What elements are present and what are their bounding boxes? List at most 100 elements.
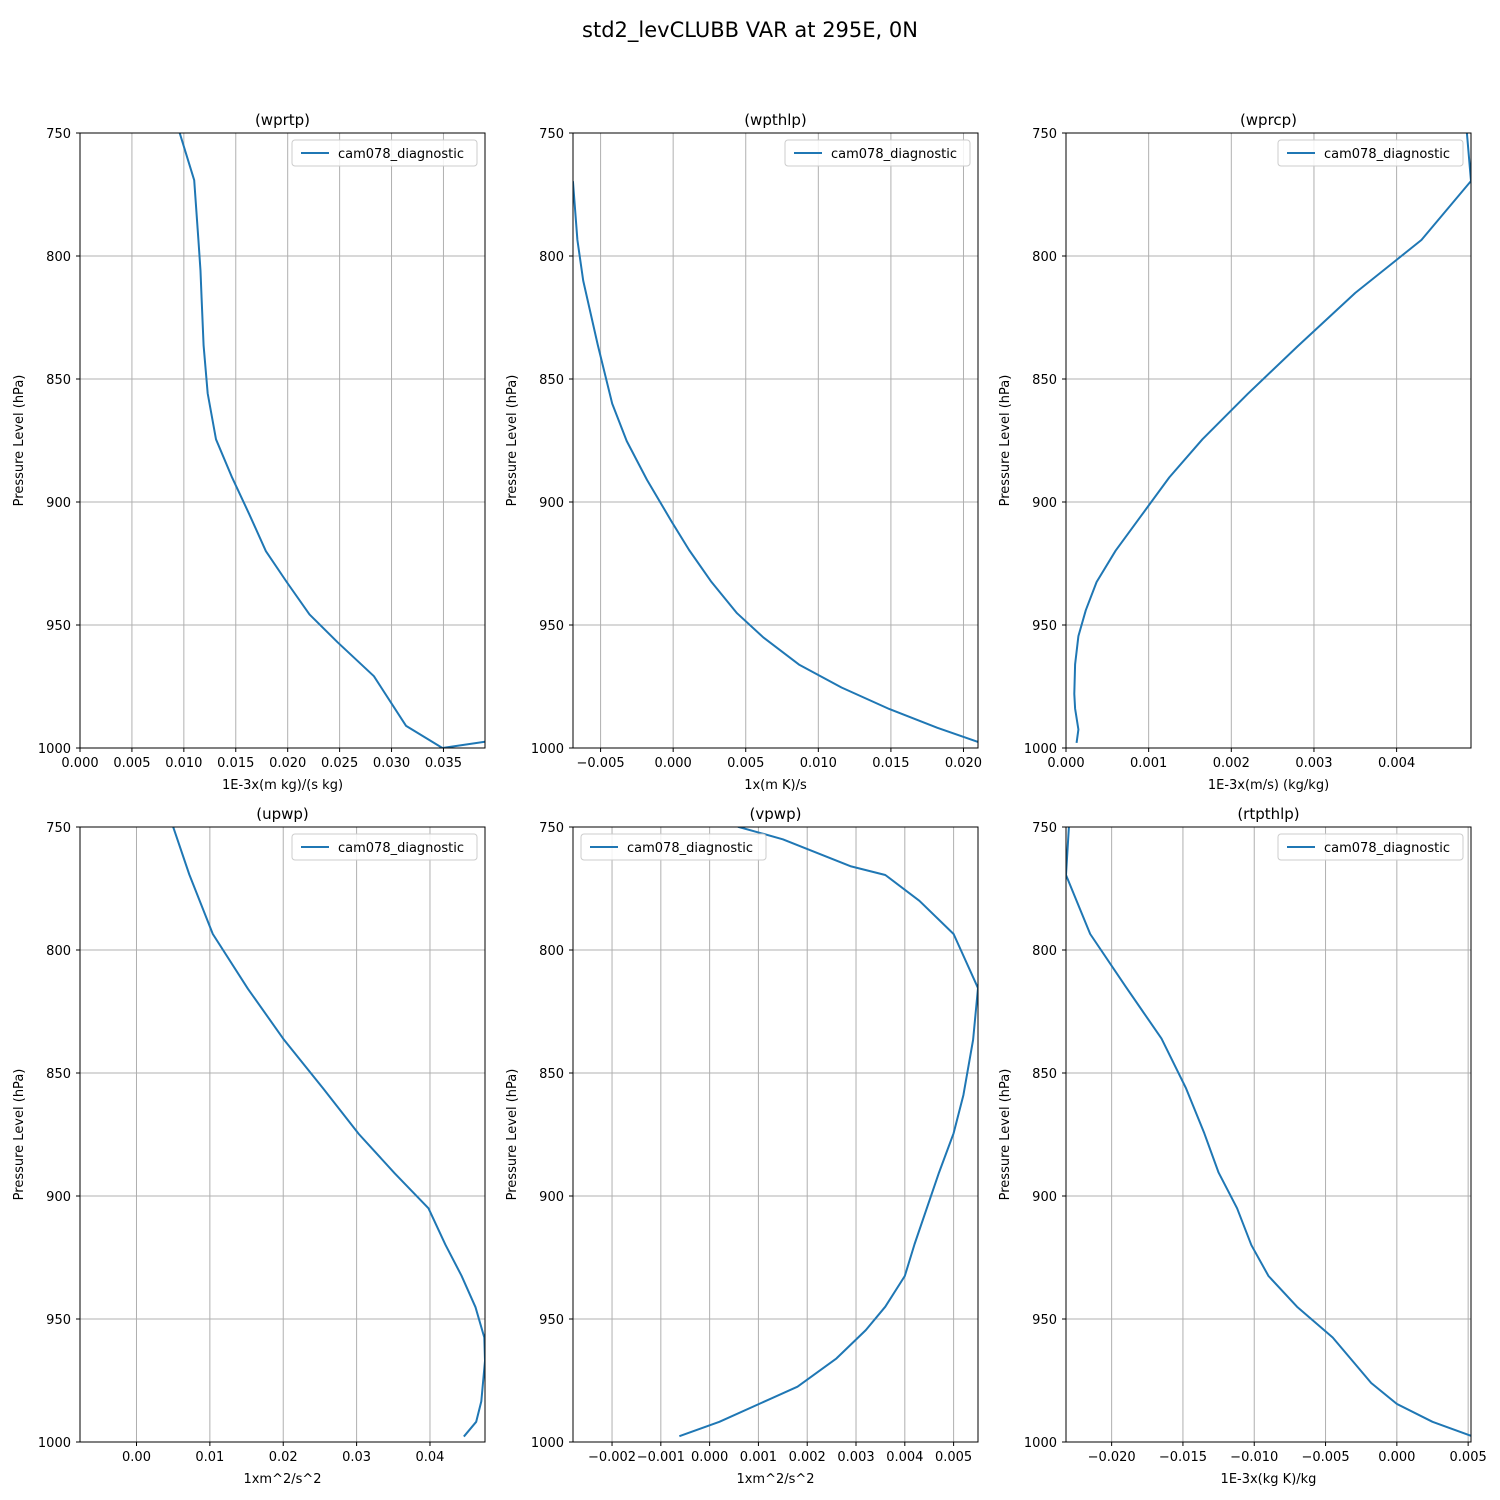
panel-wprtp: 0.000 0.005 0.010 0.015 0.020 0.025 0.030 0.035… bbox=[12, 111, 486, 793]
x-tick-label: 0.000 bbox=[1047, 756, 1084, 771]
x-tick-label: 0.001 bbox=[740, 1450, 777, 1465]
plot-frame bbox=[1065, 826, 1472, 1443]
x-axis-label: 1xm^2/s^2 bbox=[243, 1472, 321, 1487]
y-tick-label: 1000 bbox=[531, 1436, 564, 1451]
y-tick-label: 950 bbox=[1032, 619, 1057, 634]
x-tick-label: 0.02 bbox=[269, 1450, 298, 1465]
legend: cam078_diagnostic bbox=[1277, 833, 1464, 861]
y-tick-label: 900 bbox=[1032, 496, 1057, 511]
x-axis-label: 1E-3x(m kg)/(s kg) bbox=[222, 778, 343, 793]
x-tick-label: 0.00 bbox=[122, 1450, 151, 1465]
legend: cam078_diagnostic bbox=[291, 833, 478, 861]
y-tick-label: 900 bbox=[539, 1190, 564, 1205]
plot-frame bbox=[572, 826, 979, 1443]
y-tick-label: 1000 bbox=[1024, 1436, 1057, 1451]
legend-box bbox=[291, 833, 478, 861]
panel-title: (wprtp) bbox=[255, 111, 310, 129]
y-tick-label: 800 bbox=[46, 944, 71, 959]
x-tick-label: 0.003 bbox=[837, 1450, 874, 1465]
x-tick-label: −0.010 bbox=[1230, 1450, 1278, 1465]
plot-frame bbox=[79, 132, 486, 749]
x-tick-label: 0.010 bbox=[165, 756, 202, 771]
panel-title: (vpwp) bbox=[750, 805, 802, 823]
y-tick-label: 1000 bbox=[1024, 742, 1057, 757]
panel-title: (rtpthlp) bbox=[1237, 805, 1299, 823]
legend-label: cam078_diagnostic bbox=[1324, 147, 1450, 162]
panel-wprcp: 0.000 0.001 0.002 0.003 0.004 750 800 850 900 950… bbox=[998, 111, 1472, 793]
y-tick-label: 750 bbox=[539, 821, 564, 836]
x-tick-label: 0.030 bbox=[373, 756, 410, 771]
legend: cam078_diagnostic bbox=[1277, 139, 1464, 167]
legend: cam078_diagnostic bbox=[580, 833, 767, 861]
y-tick-label: 950 bbox=[539, 619, 564, 634]
legend-box bbox=[580, 833, 767, 861]
x-tick-label: −0.005 bbox=[577, 756, 625, 771]
x-tick-label: 0.002 bbox=[789, 1450, 826, 1465]
x-tick-label: 0.004 bbox=[886, 1450, 923, 1465]
y-tick-label: 750 bbox=[539, 127, 564, 142]
plot-frame bbox=[572, 132, 979, 749]
x-tick-label: 0.000 bbox=[61, 756, 98, 771]
y-tick-label: 850 bbox=[46, 1067, 71, 1082]
y-tick-label: 800 bbox=[46, 250, 71, 265]
x-tick-label: 0.01 bbox=[195, 1450, 224, 1465]
y-tick-label: 750 bbox=[46, 821, 71, 836]
y-tick-label: 950 bbox=[1032, 1313, 1057, 1328]
panel-title: (upwp) bbox=[256, 805, 309, 823]
series-line bbox=[178, 133, 485, 748]
x-tick-label: 0.04 bbox=[415, 1450, 444, 1465]
x-tick-label: 0.005 bbox=[1450, 1450, 1487, 1465]
y-tick-label: 1000 bbox=[38, 742, 71, 757]
x-axis-label: 1xm^2/s^2 bbox=[736, 1472, 814, 1487]
panel-title: (wprcp) bbox=[1240, 111, 1297, 129]
legend-box bbox=[1277, 139, 1464, 167]
y-tick-label: 900 bbox=[1032, 1190, 1057, 1205]
x-tick-label: 0.002 bbox=[1213, 756, 1250, 771]
y-tick-label: 850 bbox=[1032, 373, 1057, 388]
x-tick-label: 0.000 bbox=[1378, 1450, 1415, 1465]
y-axis-label: Pressure Level (hPa) bbox=[505, 1069, 520, 1201]
panel-wpthlp: −0.005 0.000 0.005 0.010 0.015 0.020 750 800 850… bbox=[505, 111, 982, 793]
y-tick-label: 1000 bbox=[531, 742, 564, 757]
series-line bbox=[172, 827, 485, 1438]
series-line bbox=[1066, 827, 1471, 1437]
x-tick-label: 0.025 bbox=[321, 756, 358, 771]
plot-frame bbox=[79, 826, 486, 1443]
x-tick-label: 0.000 bbox=[691, 1450, 728, 1465]
x-tick-label: −0.015 bbox=[1159, 1450, 1207, 1465]
series-line bbox=[573, 181, 978, 743]
x-tick-label: 0.03 bbox=[342, 1450, 371, 1465]
x-tick-label: 0.020 bbox=[269, 756, 306, 771]
legend-label: cam078_diagnostic bbox=[831, 147, 957, 162]
x-tick-label: 0.003 bbox=[1295, 756, 1332, 771]
x-axis-label: 1E-3x(m/s) (kg/kg) bbox=[1208, 778, 1329, 793]
panel-vpwp: −0.002 −0.001 0.000 0.001 0.002 0.003 0.004 0.0… bbox=[505, 805, 979, 1487]
y-tick-label: 750 bbox=[1032, 127, 1057, 142]
y-tick-label: 800 bbox=[1032, 944, 1057, 959]
y-tick-label: 900 bbox=[46, 496, 71, 511]
y-tick-label: 800 bbox=[1032, 250, 1057, 265]
y-tick-label: 900 bbox=[46, 1190, 71, 1205]
y-tick-label: 850 bbox=[1032, 1067, 1057, 1082]
figure-title: std2_levCLUBB VAR at 295E, 0N bbox=[582, 18, 918, 43]
plot-frame bbox=[1065, 132, 1472, 749]
y-tick-label: 950 bbox=[539, 1313, 564, 1328]
legend-box bbox=[291, 139, 478, 167]
y-tick-label: 850 bbox=[46, 373, 71, 388]
y-tick-label: 750 bbox=[1032, 821, 1057, 836]
legend-label: cam078_diagnostic bbox=[627, 841, 753, 856]
y-tick-label: 850 bbox=[539, 1067, 564, 1082]
y-axis-label: Pressure Level (hPa) bbox=[998, 375, 1013, 507]
x-axis-label: 1x(m K)/s bbox=[744, 778, 807, 793]
y-tick-label: 950 bbox=[46, 619, 71, 634]
y-tick-label: 800 bbox=[539, 250, 564, 265]
x-tick-label: −0.001 bbox=[637, 1450, 685, 1465]
panel-title: (wpthlp) bbox=[744, 111, 807, 129]
x-tick-label: 0.015 bbox=[217, 756, 254, 771]
x-tick-label: −0.002 bbox=[588, 1450, 636, 1465]
x-tick-label: 0.010 bbox=[800, 756, 837, 771]
x-tick-label: 0.001 bbox=[1130, 756, 1167, 771]
x-tick-label: 0.005 bbox=[113, 756, 150, 771]
y-tick-label: 850 bbox=[539, 373, 564, 388]
